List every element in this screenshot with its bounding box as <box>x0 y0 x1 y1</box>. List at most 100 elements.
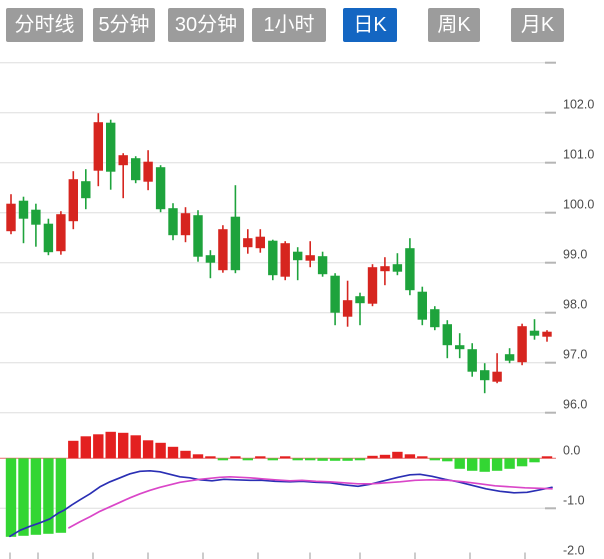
macd-bar <box>130 435 141 459</box>
candle-body <box>442 324 452 346</box>
candle-body <box>106 122 116 172</box>
macd-bar <box>305 458 316 461</box>
candle-body <box>280 243 290 277</box>
macd-bar <box>5 458 17 537</box>
macd-bar <box>491 458 503 471</box>
macd-axis-label: 0.0 <box>563 443 580 457</box>
price-axis-label: 102.0 <box>563 98 594 112</box>
candle-body <box>43 223 54 253</box>
macd-bar <box>55 458 67 533</box>
candle-body <box>529 330 540 336</box>
tab-1hour[interactable]: 1小时 <box>252 8 326 42</box>
tab-monthly-k[interactable]: 月K <box>511 8 564 42</box>
price-axis-label: 97.0 <box>563 348 587 362</box>
macd-bar <box>80 436 91 459</box>
tab-daily-k[interactable]: 日K <box>343 8 397 42</box>
candle-body <box>392 264 403 272</box>
candle-body <box>93 122 103 171</box>
macd-axis-label: -2.0 <box>563 543 585 557</box>
macd-bar <box>180 450 191 459</box>
macd-bar <box>541 456 553 459</box>
macd-bar <box>404 454 416 459</box>
macd-bar <box>68 440 79 459</box>
macd-bar <box>529 458 540 463</box>
tab-30min[interactable]: 30分钟 <box>168 8 244 42</box>
candle-body <box>131 158 141 181</box>
macd-bar <box>217 458 229 461</box>
macd-bar <box>30 458 42 535</box>
candle-body <box>193 215 203 257</box>
macd-bar <box>118 432 129 459</box>
macd-bar <box>342 458 353 461</box>
candle-body <box>467 349 477 372</box>
candle-body <box>430 309 440 328</box>
candle-body <box>380 266 390 272</box>
candle-body <box>168 208 178 236</box>
candle-body <box>417 291 427 320</box>
candle-body <box>405 248 415 291</box>
candle-body <box>81 181 91 199</box>
candle-body <box>230 216 241 271</box>
price-axis-label: 96.0 <box>563 398 587 412</box>
macd-bar <box>255 456 266 459</box>
timeframe-tabbar: 分时线 5分钟 30分钟 1小时 日K 周K 月K <box>0 0 604 48</box>
macd-bar <box>367 455 378 459</box>
macd-bar <box>329 458 341 461</box>
candle-body <box>330 275 340 313</box>
candle-body <box>68 179 78 222</box>
macd-bar <box>205 456 216 459</box>
tab-5min[interactable]: 5分钟 <box>93 8 155 42</box>
candle-body <box>180 213 191 236</box>
macd-bar <box>142 440 154 459</box>
macd-bar <box>379 454 391 459</box>
candle-body <box>504 354 515 361</box>
macd-bar <box>230 456 241 459</box>
candle-body <box>18 200 29 219</box>
macd-axis-label: -1.0 <box>563 493 585 507</box>
macd-bar <box>516 458 528 467</box>
candle-body <box>243 238 253 248</box>
candle-body <box>143 161 153 182</box>
candle-body <box>6 203 16 232</box>
macd-bar <box>479 458 490 472</box>
macd-bar <box>467 458 478 471</box>
candle-body <box>293 251 303 261</box>
macd-bar <box>105 431 116 459</box>
candle-body <box>480 370 490 381</box>
tab-timeshare[interactable]: 分时线 <box>6 8 83 42</box>
candle-body <box>455 345 465 350</box>
macd-bar <box>167 446 179 459</box>
candle-body <box>31 209 41 225</box>
macd-bar <box>93 434 104 459</box>
tab-weekly-k[interactable]: 周K <box>428 8 480 42</box>
macd-bar <box>155 442 166 459</box>
macd-bar <box>454 458 465 469</box>
macd-bar <box>392 451 403 459</box>
candle-body <box>255 236 265 249</box>
candle-body <box>268 240 278 276</box>
candle-body <box>342 300 353 317</box>
macd-bar <box>43 458 54 534</box>
macd-bar <box>317 458 328 461</box>
candle-body <box>155 167 166 210</box>
candle-body <box>317 256 328 275</box>
macd-bar <box>354 458 366 461</box>
macd-bar <box>192 454 204 459</box>
price-axis-label: 99.0 <box>563 248 587 262</box>
macd-bar <box>417 456 428 459</box>
candle-body <box>517 326 527 363</box>
candle-body <box>218 229 228 271</box>
price-axis-label: 101.0 <box>563 148 594 162</box>
candle-body <box>205 255 216 263</box>
price-axis-label: 98.0 <box>563 298 587 312</box>
macd-bar <box>442 458 453 462</box>
macd-bar <box>429 458 440 461</box>
price-axis-label: 100.0 <box>563 198 594 212</box>
macd-bar <box>18 458 29 536</box>
candle-body <box>492 371 502 382</box>
candle-body <box>355 296 365 304</box>
macd-bar <box>280 456 291 459</box>
macd-bar <box>292 458 303 461</box>
